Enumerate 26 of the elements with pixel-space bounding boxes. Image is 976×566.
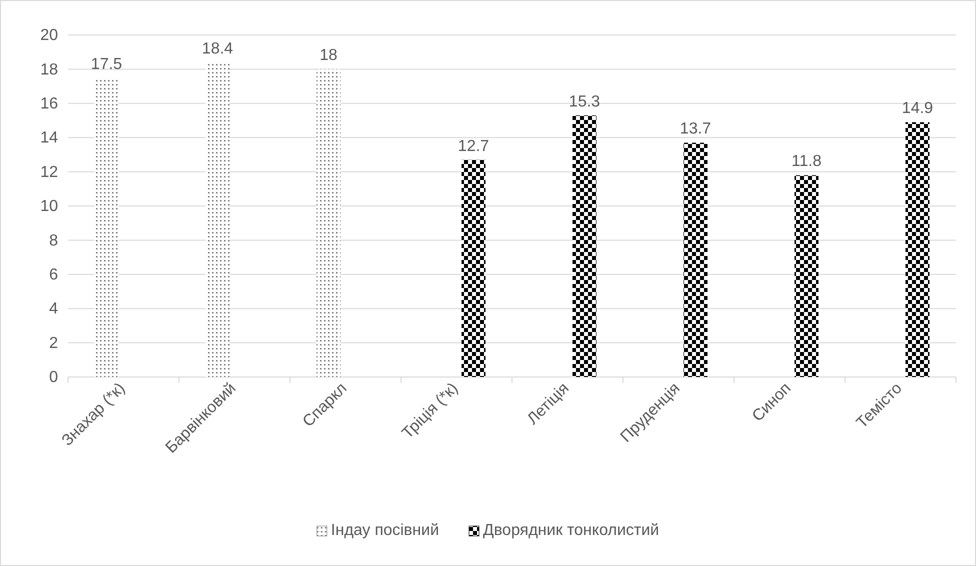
bar <box>906 122 930 377</box>
data-label: 18 <box>320 47 338 64</box>
data-label: 13.7 <box>680 120 712 138</box>
data-label: 15.3 <box>568 93 600 110</box>
y-tick-label: 6 <box>49 266 58 284</box>
legend-label: Дворядник тонколистий <box>483 522 660 539</box>
bar <box>684 142 708 377</box>
y-tick-label: 16 <box>40 96 58 113</box>
data-label: 12.7 <box>458 138 490 155</box>
y-tick-label: 12 <box>40 164 58 181</box>
y-tick-label: 8 <box>49 232 58 250</box>
data-label: 17.5 <box>90 56 122 73</box>
data-label: 18.4 <box>202 40 234 58</box>
legend-label: Індау посівний <box>330 522 440 539</box>
y-tick-label: 2 <box>49 334 58 352</box>
bar <box>794 175 818 377</box>
y-tick-label: 14 <box>40 130 58 147</box>
bar <box>462 160 486 377</box>
y-tick-label: 20 <box>40 27 58 44</box>
bar <box>572 115 596 377</box>
y-tick-label: 18 <box>40 61 58 78</box>
data-label: 14.9 <box>902 100 934 118</box>
y-tick-label: 0 <box>49 369 58 386</box>
y-tick-label: 4 <box>49 300 58 318</box>
data-label: 11.8 <box>792 153 822 170</box>
y-tick-label: 10 <box>40 198 58 216</box>
